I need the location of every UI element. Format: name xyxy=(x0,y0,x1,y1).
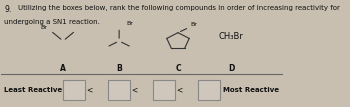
Text: A: A xyxy=(60,64,66,73)
Text: <: < xyxy=(176,85,182,94)
Text: Br: Br xyxy=(40,25,47,30)
Text: <: < xyxy=(131,85,138,94)
FancyBboxPatch shape xyxy=(108,80,130,100)
FancyBboxPatch shape xyxy=(198,80,220,100)
Text: C: C xyxy=(175,64,181,73)
FancyBboxPatch shape xyxy=(153,80,175,100)
Text: 9.: 9. xyxy=(4,4,12,13)
Text: Most Reactive: Most Reactive xyxy=(223,87,279,93)
Text: Least Reactive: Least Reactive xyxy=(4,87,62,93)
Text: undergoing a SN1 reaction.: undergoing a SN1 reaction. xyxy=(4,19,100,25)
Text: <: < xyxy=(86,85,93,94)
Text: Utilizing the boxes below, rank the following compounds in order of increasing r: Utilizing the boxes below, rank the foll… xyxy=(18,4,340,10)
Text: D: D xyxy=(228,64,235,73)
Text: Br: Br xyxy=(191,22,197,27)
Text: Br: Br xyxy=(126,21,133,26)
FancyBboxPatch shape xyxy=(63,80,85,100)
Text: B: B xyxy=(116,64,122,73)
Text: CH₃Br: CH₃Br xyxy=(219,32,244,41)
